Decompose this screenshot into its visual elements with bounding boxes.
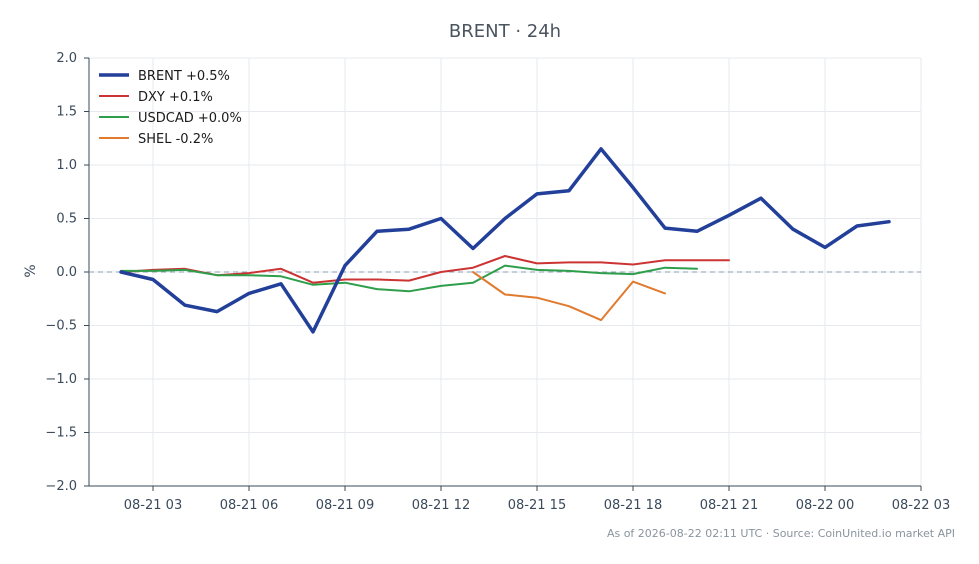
x-tick-label: 08-22 00 bbox=[796, 498, 854, 513]
y-tick-label: 0.0 bbox=[56, 265, 77, 280]
series-lines bbox=[119, 147, 891, 334]
legend: BRENT +0.5% DXY +0.1% USDCAD +0.0% SHEL -0.… bbox=[99, 69, 242, 147]
y-tick-label: 2.0 bbox=[56, 51, 77, 66]
y-tick-label: −0.5 bbox=[45, 319, 77, 334]
legend-label-usdcad: USDCAD +0.0% bbox=[138, 111, 242, 126]
series-line-shel bbox=[472, 271, 666, 322]
y-tick-label: −1.5 bbox=[45, 426, 77, 441]
y-tick-label: 0.5 bbox=[56, 212, 77, 227]
legend-label-brent: BRENT +0.5% bbox=[138, 69, 230, 84]
x-tick-label: 08-21 03 bbox=[124, 498, 182, 513]
x-tick-label: 08-21 12 bbox=[412, 498, 470, 513]
x-axis-ticks: 08-21 03 08-21 06 08-21 09 08-21 12 08-21 15… bbox=[124, 486, 950, 513]
y-axis-ticks: 2.0 1.5 1.0 0.5 0.0 −0.5 −1.0 −1.5 −2.0 bbox=[45, 51, 89, 494]
legend-label-shel: SHEL -0.2% bbox=[138, 132, 213, 147]
x-tick-label: 08-21 09 bbox=[316, 498, 374, 513]
y-tick-label: 1.0 bbox=[56, 158, 77, 173]
series-line-brent bbox=[119, 147, 891, 334]
y-axis-label: % bbox=[23, 264, 39, 277]
x-tick-label: 08-21 15 bbox=[508, 498, 566, 513]
series-line-usdcad bbox=[120, 264, 698, 293]
y-tick-label: −1.0 bbox=[45, 372, 77, 387]
x-tick-label: 08-21 18 bbox=[604, 498, 662, 513]
y-tick-label: −2.0 bbox=[45, 479, 77, 494]
legend-label-dxy: DXY +0.1% bbox=[138, 90, 213, 105]
footer-source-text: As of 2026-08-22 02:11 UTC · Source: Coi… bbox=[607, 527, 955, 540]
y-tick-label: 1.5 bbox=[56, 105, 77, 120]
series-line-dxy bbox=[120, 255, 730, 284]
x-tick-label: 08-22 03 bbox=[892, 498, 950, 513]
chart-title: BRENT · 24h bbox=[449, 21, 561, 42]
x-tick-label: 08-21 21 bbox=[700, 498, 758, 513]
x-tick-label: 08-21 06 bbox=[220, 498, 278, 513]
